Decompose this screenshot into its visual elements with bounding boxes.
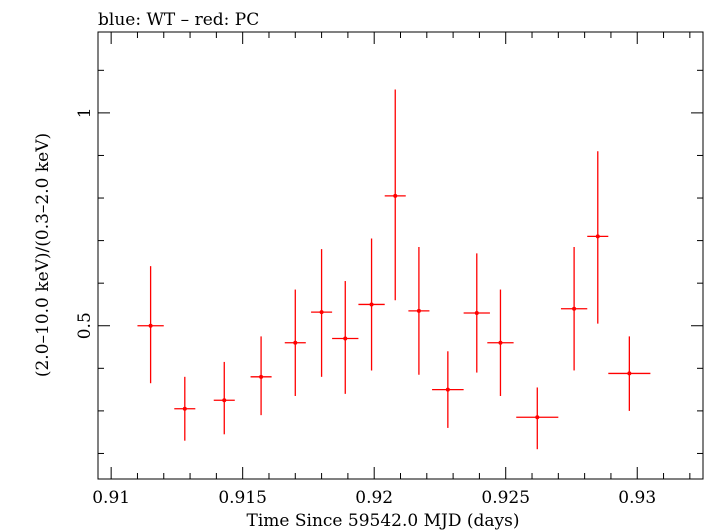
data-point	[137, 266, 164, 384]
y-tick-label: 0.5	[75, 312, 95, 339]
x-axis-label: Time Since 59542.0 MJD (days)	[247, 511, 520, 531]
data-point	[284, 289, 306, 396]
data-point	[358, 238, 385, 371]
data-point	[587, 151, 609, 324]
x-tick-label: 0.915	[218, 488, 267, 508]
point-marker	[259, 374, 264, 379]
data-series-pc	[137, 89, 651, 450]
data-point	[174, 376, 196, 441]
point-marker	[445, 387, 450, 392]
data-point	[608, 336, 651, 411]
point-marker	[393, 193, 398, 198]
point-marker	[319, 310, 324, 315]
plot-frame	[97, 31, 704, 480]
data-point	[432, 351, 464, 428]
point-marker	[595, 234, 600, 239]
point-marker	[343, 336, 348, 341]
point-marker	[498, 340, 503, 345]
y-tick-label: 1	[75, 107, 95, 118]
data-point	[332, 281, 359, 394]
x-tick-label: 0.91	[92, 488, 130, 508]
data-point	[560, 246, 588, 371]
data-point	[408, 246, 430, 375]
point-marker	[293, 340, 298, 345]
point-marker	[572, 306, 577, 311]
data-point	[311, 249, 333, 377]
y-axis: 0.51	[75, 69, 703, 454]
data-point	[516, 387, 559, 450]
point-marker	[474, 310, 479, 315]
x-tick-label: 0.925	[481, 488, 530, 508]
point-marker	[416, 308, 421, 313]
point-marker	[627, 371, 632, 376]
x-axis: 0.91 0.915 0.92 0.925 0.93	[92, 32, 691, 508]
x-tick-label: 0.93	[618, 488, 656, 508]
point-marker	[369, 302, 374, 307]
data-point	[463, 253, 490, 373]
y-axis-label: (2.0–10.0 keV)/(0.3–2.0 keV)	[33, 133, 53, 377]
point-marker	[182, 406, 187, 411]
x-tick-label: 0.92	[355, 488, 393, 508]
point-marker	[148, 323, 153, 328]
data-point	[384, 89, 406, 301]
chart-title: blue: WT – red: PC	[98, 10, 259, 30]
data-point	[487, 289, 514, 396]
point-marker	[535, 415, 540, 420]
data-point	[213, 361, 235, 435]
data-point	[250, 336, 272, 416]
point-marker	[222, 398, 227, 403]
